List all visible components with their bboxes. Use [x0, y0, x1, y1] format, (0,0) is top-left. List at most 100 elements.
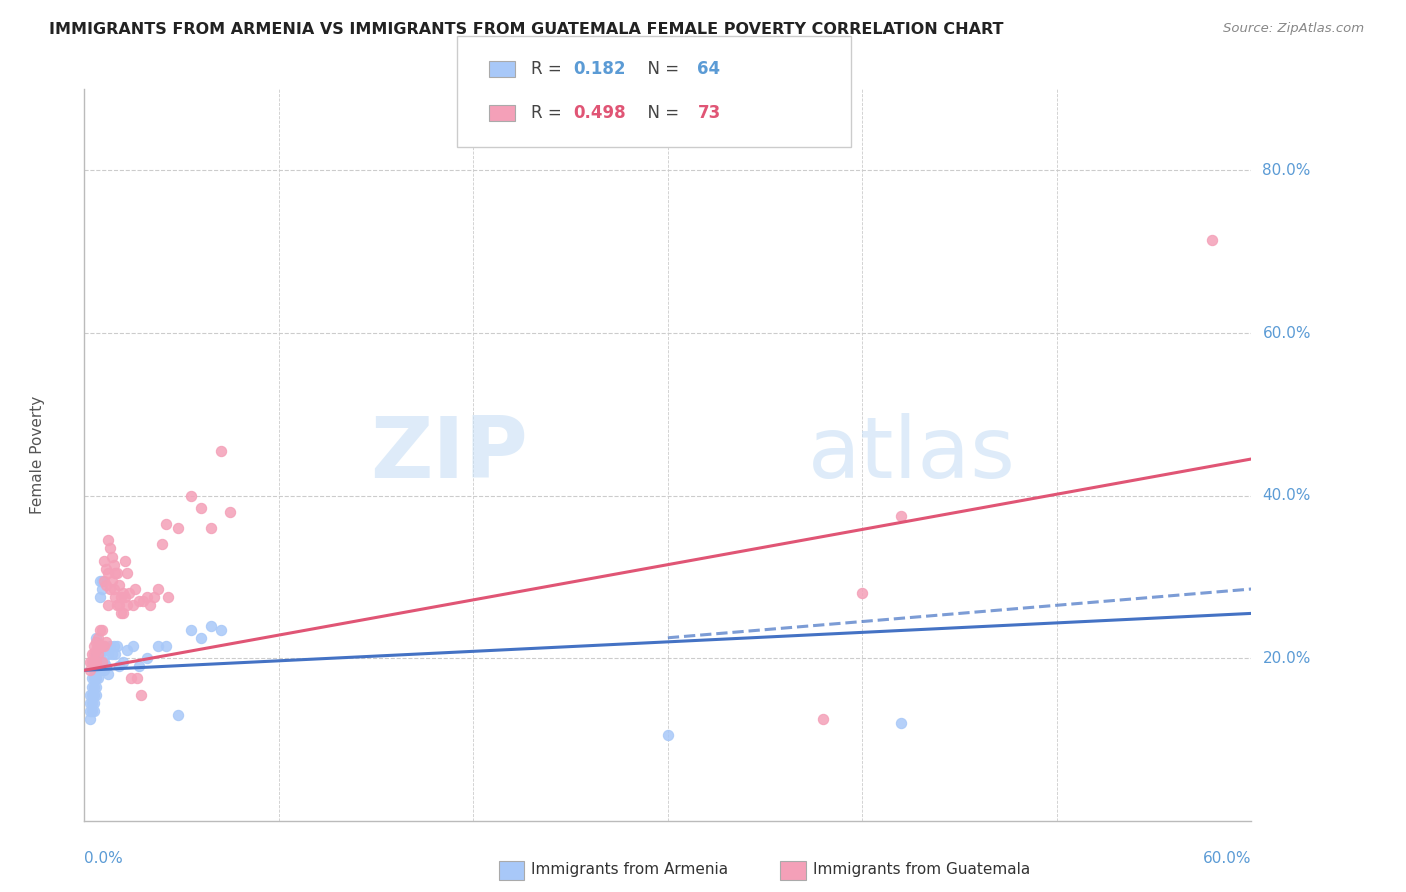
Point [94, 578, 117, 592]
Point [139, 599, 162, 613]
Point [114, 553, 136, 567]
Point [89, 655, 111, 669]
Point [83, 647, 105, 661]
Point [94, 643, 117, 657]
Point [103, 582, 125, 596]
Point [98, 639, 121, 653]
Point [87, 663, 110, 677]
Point [82, 672, 104, 686]
Point [209, 443, 232, 458]
Point [155, 639, 177, 653]
Point [180, 623, 202, 637]
Point [90, 655, 112, 669]
Point [84, 643, 107, 657]
Point [110, 607, 132, 621]
Point [110, 590, 132, 604]
Point [150, 537, 173, 551]
Point [84, 688, 107, 702]
Point [82, 688, 104, 702]
Point [104, 590, 127, 604]
Point [115, 599, 138, 613]
Point [108, 659, 131, 673]
Point [180, 489, 202, 503]
Point [98, 582, 121, 596]
Point [104, 647, 127, 661]
Point [79, 663, 101, 677]
Point [84, 663, 107, 677]
Point [209, 623, 232, 637]
Point [118, 586, 141, 600]
Point [132, 594, 155, 608]
Point [98, 541, 121, 556]
Point [114, 590, 136, 604]
Point [94, 659, 117, 673]
Point [83, 688, 105, 702]
Point [90, 574, 112, 588]
Point [83, 655, 105, 669]
Point [128, 594, 150, 608]
Point [100, 647, 122, 661]
Point [124, 582, 146, 596]
Point [122, 639, 145, 653]
Point [166, 708, 188, 723]
Point [143, 590, 166, 604]
Point [890, 716, 912, 731]
Point [155, 516, 177, 531]
Point [83, 672, 105, 686]
Point [90, 582, 112, 596]
Point [83, 696, 105, 710]
Point [103, 558, 125, 572]
Text: Immigrants from Guatemala: Immigrants from Guatemala [813, 863, 1031, 877]
Point [84, 680, 107, 694]
Point [115, 643, 138, 657]
Point [813, 712, 835, 726]
Point [89, 647, 111, 661]
Point [83, 663, 105, 677]
Point [82, 696, 104, 710]
Point [107, 566, 129, 580]
Point [84, 635, 107, 649]
Point [79, 696, 101, 710]
Point [82, 704, 104, 718]
Point [657, 728, 679, 742]
Point [128, 659, 150, 673]
Point [125, 672, 148, 686]
Point [83, 704, 105, 718]
Text: Female Poverty: Female Poverty [30, 396, 45, 514]
Point [79, 704, 101, 718]
Point [93, 574, 115, 588]
Point [166, 521, 188, 535]
Point [87, 631, 110, 645]
Text: 40.0%: 40.0% [1263, 488, 1310, 503]
Text: Immigrants from Armenia: Immigrants from Armenia [531, 863, 728, 877]
Point [219, 505, 242, 519]
Point [84, 672, 107, 686]
Point [79, 688, 101, 702]
Point [108, 599, 131, 613]
Point [97, 667, 120, 681]
Point [100, 574, 122, 588]
Point [84, 655, 107, 669]
Point [94, 635, 117, 649]
Point [83, 639, 105, 653]
Text: 80.0%: 80.0% [1263, 163, 1310, 178]
Point [84, 631, 107, 645]
Point [89, 590, 111, 604]
Point [87, 647, 110, 661]
Point [120, 672, 142, 686]
Point [79, 712, 101, 726]
Point [890, 508, 912, 523]
Point [87, 639, 110, 653]
Text: 0.0%: 0.0% [84, 851, 124, 866]
Point [156, 590, 179, 604]
Point [82, 647, 104, 661]
Point [851, 586, 873, 600]
Point [93, 639, 115, 653]
Point [104, 566, 127, 580]
Point [1201, 233, 1223, 247]
Point [89, 639, 111, 653]
Text: R =: R = [531, 104, 568, 122]
Point [83, 655, 105, 669]
Point [107, 599, 129, 613]
Point [97, 533, 120, 548]
